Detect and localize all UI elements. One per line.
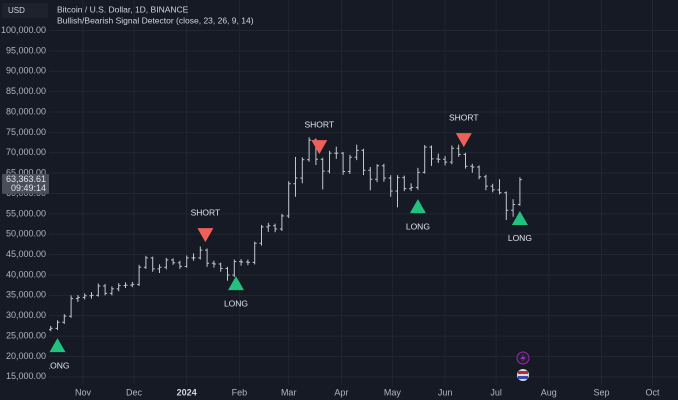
plot: LONG SHORT LONG SHORT LONG SHORT LONG xyxy=(45,112,531,370)
y-tick-label: 25,000.00 xyxy=(6,330,46,340)
signal-label: SHORT xyxy=(449,112,479,122)
signal-label: LONG xyxy=(406,221,430,231)
signal-marker xyxy=(197,228,214,243)
x-tick-label: May xyxy=(384,387,402,397)
signal-marker xyxy=(409,199,426,214)
x-tick-label: Nov xyxy=(75,387,92,397)
x-tick-label: Dec xyxy=(126,387,143,397)
y-tick-label: 50,000.00 xyxy=(6,229,46,239)
currency[interactable]: USD xyxy=(8,6,25,15)
y-tick-label: 45,000.00 xyxy=(6,249,46,259)
last-price-tag xyxy=(2,173,49,194)
signal-marker xyxy=(49,338,66,353)
y-tick-label: 55,000.00 xyxy=(6,208,46,218)
signal-label: LONG xyxy=(508,233,532,243)
price-axis xyxy=(0,0,49,400)
countdown: 09:49:14 xyxy=(11,183,46,193)
x-tick-label: Jun xyxy=(438,387,453,397)
y-tick-label: 15,000.00 xyxy=(6,371,46,381)
x-tick-label: Aug xyxy=(541,387,557,397)
y-tick-label: 85,000.00 xyxy=(6,86,46,96)
flag-icon[interactable] xyxy=(517,369,529,381)
y-tick-label: 40,000.00 xyxy=(6,269,46,279)
indicator-title: Bullish/Bearish Signal Detector (close, … xyxy=(57,15,254,25)
x-tick-label: Feb xyxy=(232,387,248,397)
signal-label: LONG xyxy=(45,360,69,370)
y-tick-label: 35,000.00 xyxy=(6,290,46,300)
y-tick-label: 95,000.00 xyxy=(6,45,46,55)
currency-box[interactable] xyxy=(2,3,48,18)
signal-marker xyxy=(311,140,328,155)
y-tick-label: 70,000.00 xyxy=(6,147,46,157)
y-tick-label: 75,000.00 xyxy=(6,127,46,137)
x-tick-label: 2024 xyxy=(177,387,197,397)
signal-label: SHORT xyxy=(304,119,334,129)
x-tick-label: Sep xyxy=(593,387,609,397)
x-tick-label: Apr xyxy=(334,387,348,397)
signal-marker xyxy=(455,133,472,148)
signal-label: SHORT xyxy=(191,207,221,217)
grid xyxy=(49,0,678,385)
y-tick-label: 65,000.00 xyxy=(6,168,46,178)
axis-labels: 15,000.00 20,000.00 25,000.00 30,000.00 35,0… xyxy=(1,25,660,397)
signal-marker xyxy=(511,210,528,225)
flag-stripe xyxy=(518,376,528,379)
x-tick-label: Mar xyxy=(281,387,297,397)
y-tick-label: 80,000.00 xyxy=(6,106,46,116)
event-icon-bolt xyxy=(520,354,526,362)
symbol-title: Bitcoin / U.S. Dollar, 1D, BINANCE xyxy=(57,4,189,14)
last-price-label: 63,363.61 xyxy=(6,174,46,184)
signal-marker xyxy=(228,276,244,291)
y-tick-label: 90,000.00 xyxy=(6,66,46,76)
y-tick-label: 20,000.00 xyxy=(6,351,46,361)
y-tick-label: 30,000.00 xyxy=(6,310,46,320)
y-tick-label: 100,000.00 xyxy=(1,25,46,35)
x-tick-label: Jul xyxy=(490,387,502,397)
signal-label: LONG xyxy=(224,298,248,308)
x-tick-label: Oct xyxy=(645,387,660,397)
flag-stripe xyxy=(518,371,528,374)
